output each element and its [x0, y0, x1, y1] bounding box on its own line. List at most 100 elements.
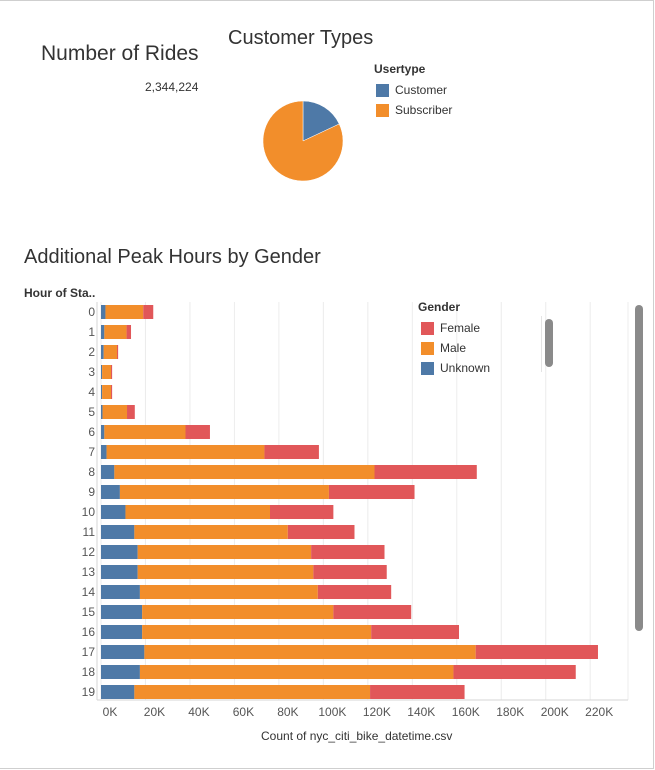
legend-scroll-track: [541, 316, 542, 372]
bar-segment-male: [119, 485, 329, 499]
bar-segment-unknown: [101, 405, 103, 419]
bar-segment-female: [328, 485, 415, 499]
bar-segment-unknown: [101, 665, 140, 679]
bar-segment-unknown: [101, 305, 106, 319]
bar-segment-female: [333, 605, 412, 619]
bar-segment-male: [104, 325, 127, 339]
bar-segment-female: [111, 385, 113, 399]
y-tick-label: 0: [88, 305, 95, 319]
bar-segment-unknown: [101, 585, 140, 599]
legend-swatch-male: [421, 341, 434, 355]
legend-item-customer[interactable]: Customer: [376, 83, 447, 97]
bar-segment-unknown: [101, 625, 143, 639]
bar-segment-male: [106, 445, 265, 459]
pie-slice-subscriber: [262, 100, 344, 182]
legend-swatch-unknown: [421, 361, 434, 375]
bar-segment-unknown: [101, 525, 135, 539]
usertype-legend-title: Usertype: [374, 62, 426, 76]
bar-segment-female: [269, 505, 334, 519]
legend-item-female[interactable]: Female: [421, 321, 480, 335]
y-tick-label: 19: [82, 685, 96, 699]
legend-scrollbar[interactable]: [545, 319, 553, 367]
x-tick-label: 120K: [363, 705, 391, 719]
y-tick-label: 8: [88, 465, 95, 479]
x-tick-label: 160K: [452, 705, 480, 719]
bar-segment-unknown: [101, 365, 103, 379]
bar-segment-male: [114, 465, 375, 479]
y-axis-title[interactable]: Hour of Sta..: [24, 286, 96, 300]
legend-swatch-customer: [376, 83, 389, 97]
legend-label-customer: Customer: [395, 83, 448, 97]
bar-segment-male: [102, 385, 112, 399]
bar-segment-male: [125, 505, 270, 519]
x-tick-label: 200K: [541, 705, 569, 719]
bar-segment-unknown: [101, 545, 138, 559]
bar-segment-female: [374, 465, 477, 479]
bar-segment-female: [143, 305, 154, 319]
legend-item-unknown[interactable]: Unknown: [421, 361, 490, 375]
legend-label-female: Female: [440, 321, 481, 335]
legend-label-unknown: Unknown: [440, 361, 491, 375]
bar-segment-female: [453, 665, 576, 679]
y-tick-label: 3: [88, 365, 95, 379]
bar-segment-female: [264, 445, 319, 459]
x-tick-label: 0K: [103, 705, 118, 719]
bar-segment-female: [126, 325, 132, 339]
legend-item-subscriber[interactable]: Subscriber: [376, 103, 452, 117]
bar-segment-male: [104, 425, 186, 439]
bar-segment-unknown: [101, 505, 126, 519]
y-tick-label: 6: [88, 425, 95, 439]
x-tick-label: 60K: [233, 705, 254, 719]
x-tick-label: 140K: [407, 705, 435, 719]
y-tick-label: 5: [88, 405, 95, 419]
bar-segment-female: [287, 525, 355, 539]
bar-segment-male: [137, 545, 312, 559]
bar-segment-unknown: [101, 605, 143, 619]
x-tick-label: 80K: [277, 705, 298, 719]
bar-segment-female: [311, 545, 385, 559]
bar-segment-male: [142, 625, 372, 639]
bar-segment-unknown: [101, 325, 105, 339]
bar-segment-unknown: [101, 385, 103, 399]
kpi-title: Number of Rides: [41, 42, 199, 65]
bar-segment-female: [111, 365, 113, 379]
y-tick-label: 10: [82, 505, 96, 519]
kpi-value: 2,344,224: [145, 80, 199, 94]
bar-segment-female: [313, 565, 387, 579]
bar-segment-male: [103, 345, 118, 359]
x-tick-label: 220K: [585, 705, 613, 719]
y-tick-label: 13: [82, 565, 96, 579]
bar-segment-male: [134, 685, 371, 699]
bar-chart-title: Additional Peak Hours by Gender: [24, 246, 321, 268]
bar-segment-male: [142, 605, 334, 619]
bar-segment-unknown: [101, 685, 135, 699]
pie-title: Customer Types: [228, 27, 374, 49]
bar-segment-unknown: [101, 485, 120, 499]
x-tick-label: 40K: [188, 705, 209, 719]
y-tick-label: 4: [88, 385, 95, 399]
bar-segment-unknown: [101, 345, 104, 359]
y-tick-label: 12: [82, 545, 96, 559]
bar-segment-male: [102, 405, 128, 419]
x-axis-title: Count of nyc_citi_bike_datetime.csv: [261, 729, 453, 743]
legend-label-subscriber: Subscriber: [395, 103, 453, 117]
pie-slice-customer: [302, 100, 340, 142]
y-tick-label: 11: [83, 525, 96, 539]
y-tick-label: 18: [82, 665, 96, 679]
y-tick-label: 14: [82, 585, 96, 599]
y-tick-label: 15: [82, 605, 96, 619]
y-tick-label: 1: [88, 325, 95, 339]
legend-item-male[interactable]: Male: [421, 341, 466, 355]
bar-segment-female: [127, 405, 135, 419]
bar-segment-unknown: [101, 645, 145, 659]
chart-scrollbar[interactable]: [635, 305, 643, 631]
bar-segment-female: [117, 345, 119, 359]
bar-segment-male: [144, 645, 476, 659]
legend-swatch-subscriber: [376, 103, 389, 117]
bar-segment-female: [317, 585, 392, 599]
bar-segment-unknown: [101, 425, 105, 439]
bar-segment-male: [137, 565, 314, 579]
bar-segment-male: [105, 305, 144, 319]
